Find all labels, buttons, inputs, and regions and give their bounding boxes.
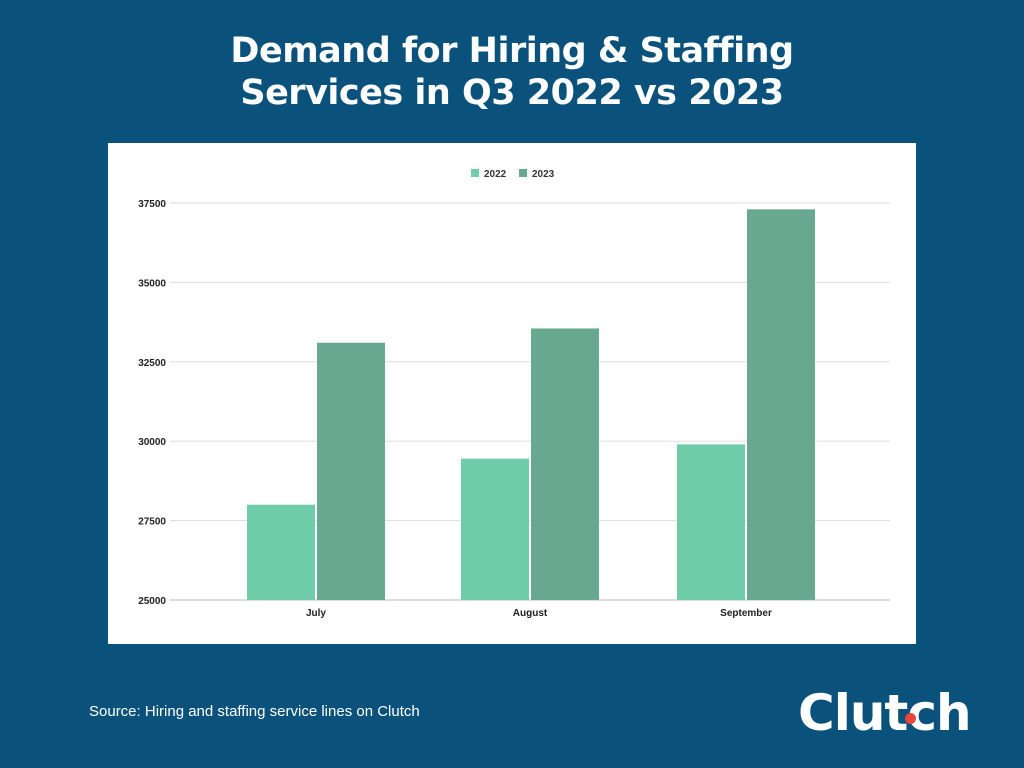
y-tick-label: 32500 <box>138 358 166 369</box>
bar-2023-july <box>317 342 385 600</box>
bar-2022-july <box>247 504 315 600</box>
y-tick-label: 35000 <box>138 278 166 289</box>
y-tick-label: 25000 <box>138 596 166 607</box>
legend-swatch-2022 <box>471 169 479 177</box>
logo-dot <box>905 713 916 724</box>
y-tick-label: 27500 <box>138 517 166 528</box>
chart-panel: 25000 27500 30000 32500 35000 37500 July August… <box>108 143 916 644</box>
source-note: Source: Hiring and staffing service line… <box>89 703 420 720</box>
legend-label: 2023 <box>532 169 555 180</box>
clutch-logo: Clutch <box>798 684 972 742</box>
legend-swatch-2023 <box>519 169 527 177</box>
x-tick-label: September <box>720 608 772 619</box>
x-tick-label: August <box>513 608 548 619</box>
bar-2023-september <box>747 209 815 600</box>
x-tick-label: July <box>306 608 326 619</box>
legend-label: 2022 <box>484 169 507 180</box>
bar-2022-august <box>461 458 529 600</box>
y-tick-label: 37500 <box>138 199 166 210</box>
bar-2023-august <box>531 328 599 600</box>
bar-2022-september <box>677 444 745 600</box>
page-title: Demand for Hiring & Staffing Services in… <box>230 31 794 113</box>
y-tick-label: 30000 <box>138 437 166 448</box>
bar-chart: 25000 27500 30000 32500 35000 37500 July August… <box>138 169 890 619</box>
